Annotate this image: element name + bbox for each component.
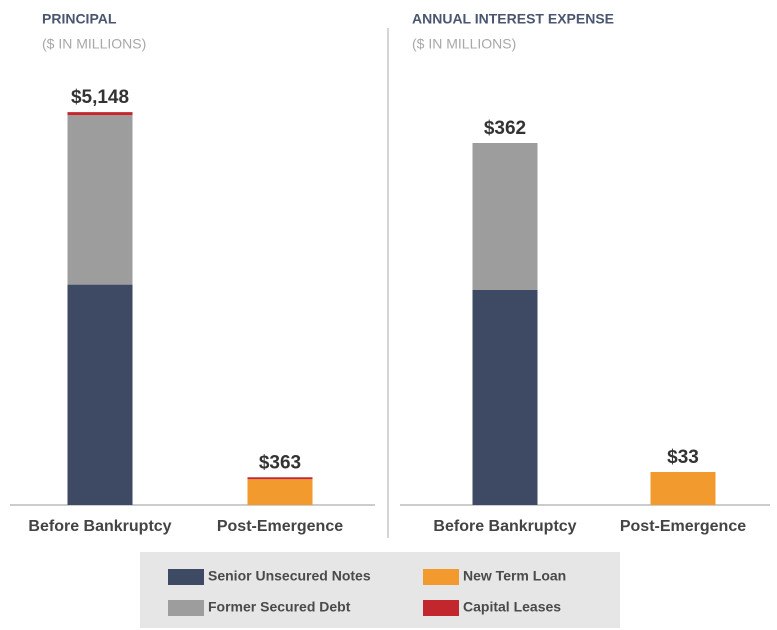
legend-label: Senior Unsecured Notes — [208, 568, 371, 584]
legend-label: Capital Leases — [463, 599, 561, 615]
legend-swatch — [168, 569, 204, 585]
x-tick-label: Before Bankruptcy — [433, 518, 576, 535]
bar-segment — [247, 477, 313, 480]
chart-subtitle: ($ IN MILLIONS) — [42, 36, 146, 52]
total-label: $33 — [667, 447, 699, 468]
chart-subtitle: ($ IN MILLIONS) — [412, 36, 516, 52]
bar-segment — [247, 479, 313, 505]
chart-title: ANNUAL INTEREST EXPENSE — [412, 11, 614, 27]
bar-segment — [67, 284, 133, 505]
total-label: $362 — [484, 118, 526, 139]
legend-box — [140, 552, 620, 628]
chart-title: PRINCIPAL — [42, 11, 117, 27]
legend-label: New Term Loan — [463, 568, 566, 584]
legend-swatch — [423, 569, 459, 585]
total-label: $363 — [259, 452, 301, 473]
bar-segment — [472, 143, 538, 290]
legend-label: Former Secured Debt — [208, 599, 351, 615]
x-tick-label: Post-Emergence — [620, 518, 746, 535]
x-tick-label: Before Bankruptcy — [28, 518, 171, 535]
legend-swatch — [423, 600, 459, 616]
legend-swatch — [168, 600, 204, 616]
total-label: $5,148 — [71, 87, 129, 108]
x-tick-label: Post-Emergence — [217, 518, 343, 535]
bar-segment — [67, 112, 133, 116]
bar-segment — [472, 290, 538, 505]
bar-segment — [67, 115, 133, 285]
bar-segment — [650, 472, 716, 505]
